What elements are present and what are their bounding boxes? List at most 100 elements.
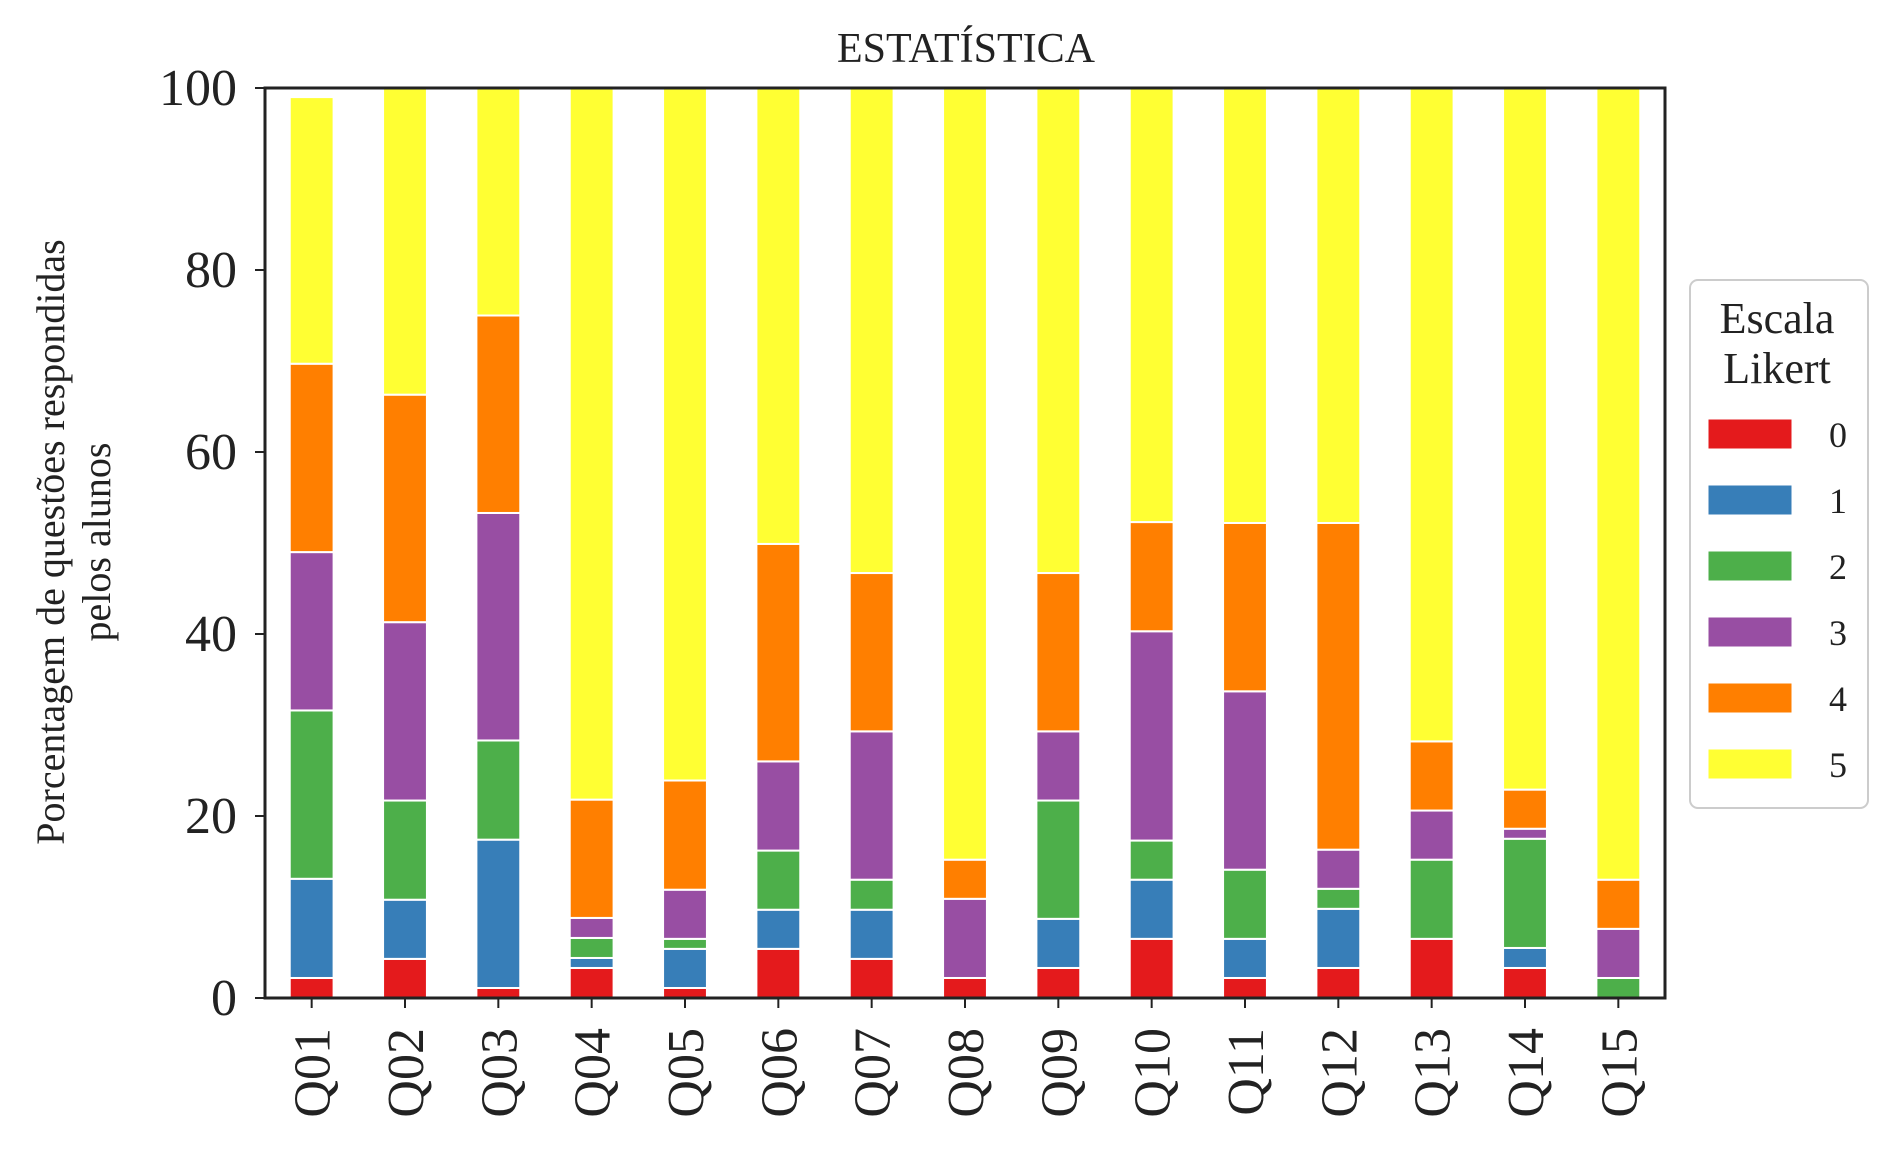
x-tick-label-q05: Q05	[658, 1028, 715, 1118]
bar-q14-series-1	[1502, 946, 1548, 969]
plot-frame	[263, 86, 1667, 1000]
y-tick-label-0: 0	[211, 970, 237, 1027]
bar-q06-series-5	[755, 87, 802, 545]
bar-q14-series-4	[1502, 788, 1548, 830]
bar-q13-series-4	[1408, 740, 1455, 812]
bar-q11-series-2	[1222, 868, 1268, 940]
bar-q01-series-3	[288, 551, 335, 712]
legend-label-2: 2	[1829, 547, 1847, 587]
x-tick-label-q11: Q11	[1218, 1028, 1275, 1116]
bar-q10-series-2	[1128, 839, 1175, 881]
bar-q11-series-1	[1222, 937, 1268, 979]
bar-q13-series-3	[1408, 809, 1455, 861]
bar-q05-series-5	[662, 87, 708, 782]
bar-q06-series-3	[755, 760, 802, 852]
bar-q03-series-1	[475, 838, 522, 989]
chart-title: ESTATÍSTICA	[837, 25, 1096, 72]
bar-q01-series-1	[288, 877, 335, 979]
bar-q10-series-4	[1128, 521, 1175, 633]
bar-q07-series-5	[848, 87, 895, 575]
bar-q14-series-3	[1502, 827, 1548, 840]
bar-q02-series-4	[382, 393, 428, 624]
bar-q13-series-2	[1408, 858, 1455, 940]
y-tick-label-80: 80	[185, 242, 237, 299]
bar-q06-series-1	[755, 908, 802, 950]
bar-q05-series-4	[662, 779, 708, 891]
bar-q15-series-2	[1595, 976, 1642, 999]
y-axis-label-line-2: pelos alunos	[74, 443, 119, 642]
legend-swatch-1	[1707, 484, 1793, 516]
bar-q09-series-0	[1035, 966, 1082, 999]
bar-q09-series-3	[1035, 730, 1082, 802]
bar-q12-series-5	[1315, 87, 1362, 524]
bar-q05-series-3	[662, 888, 708, 940]
bar-q14-series-2	[1502, 837, 1548, 949]
bar-q08-series-4	[942, 858, 988, 900]
legend-items: 0 1 2 3 4 5	[1707, 415, 1847, 785]
x-tick-label-q03: Q03	[471, 1028, 528, 1118]
bar-q14-series-0	[1502, 966, 1548, 999]
bar-q02-series-2	[382, 799, 428, 901]
bar-q12-series-4	[1315, 521, 1362, 851]
bar-q10-series-1	[1128, 878, 1175, 940]
legend-swatch-0	[1707, 418, 1793, 450]
bar-q11-series-5	[1222, 87, 1268, 524]
bar-q04-series-2	[568, 936, 615, 959]
bar-q05-series-0	[662, 986, 708, 999]
bar-q14-series-5	[1502, 87, 1548, 791]
legend-label-5: 5	[1829, 745, 1847, 785]
bar-q06-series-4	[755, 542, 802, 763]
bar-q03-series-3	[475, 511, 522, 742]
bar-q15-series-4	[1595, 878, 1642, 930]
bar-q10-series-5	[1128, 87, 1175, 524]
bar-q04-series-4	[568, 798, 615, 919]
bar-q13-series-0	[1408, 937, 1455, 999]
x-tick-label-q12: Q12	[1311, 1028, 1368, 1118]
x-tick-label-q09: Q09	[1031, 1028, 1088, 1118]
x-tick-label-q14: Q14	[1498, 1028, 1555, 1118]
bar-q11-series-4	[1222, 521, 1268, 693]
bar-q04-series-0	[568, 966, 615, 999]
x-axis-ticks: Q01 Q02 Q03 Q04 Q05 Q06 Q07 Q08 Q09 Q10 Q11 Q12 Q13 Q…	[285, 998, 1648, 1118]
bar-q04-series-1	[568, 956, 615, 969]
legend: Escala Likert 0 1 2 3 4 5	[1689, 279, 1869, 809]
legend-title-line-1: Escala	[1720, 294, 1835, 343]
bar-q01-series-2	[288, 709, 335, 880]
bar-q02-series-5	[382, 87, 428, 396]
bar-q03-series-0	[475, 986, 522, 999]
y-tick-label-20: 20	[185, 788, 237, 845]
x-tick-label-q06: Q06	[751, 1028, 808, 1118]
bar-q12-series-1	[1315, 907, 1362, 969]
bar-q02-series-1	[382, 898, 428, 960]
bar-q11-series-3	[1222, 690, 1268, 871]
y-axis-label: Porcentagem de questões respondidas pelo…	[28, 239, 119, 844]
bar-q05-series-1	[662, 947, 708, 989]
legend-swatch-4	[1707, 682, 1793, 714]
x-tick-label-q01: Q01	[285, 1028, 342, 1118]
bar-q13-series-5	[1408, 87, 1455, 743]
bar-q15-series-3	[1595, 927, 1642, 979]
legend-swatch-5	[1707, 748, 1793, 780]
x-tick-label-q02: Q02	[378, 1028, 435, 1118]
bar-q07-series-3	[848, 730, 895, 881]
bar-q01-series-0	[288, 976, 335, 999]
x-tick-label-q15: Q15	[1591, 1028, 1648, 1118]
x-tick-label-q10: Q10	[1125, 1028, 1182, 1118]
legend-label-4: 4	[1829, 679, 1847, 719]
y-tick-label-60: 60	[185, 424, 237, 481]
bar-q07-series-0	[848, 957, 895, 999]
bar-q06-series-2	[755, 849, 802, 911]
bar-q08-series-0	[942, 976, 988, 999]
bar-q01-series-5	[288, 96, 335, 365]
x-tick-label-q08: Q08	[938, 1028, 995, 1118]
bar-q07-series-1	[848, 908, 895, 960]
bars	[288, 87, 1642, 999]
y-axis-ticks: 0 20 40 60 80 100	[159, 60, 265, 1027]
bar-q11-series-0	[1222, 976, 1268, 999]
y-tick-label-40: 40	[185, 606, 237, 663]
legend-label-0: 0	[1829, 415, 1847, 455]
bar-q04-series-3	[568, 916, 615, 939]
bar-q03-series-4	[475, 314, 522, 514]
bar-q07-series-2	[848, 878, 895, 911]
